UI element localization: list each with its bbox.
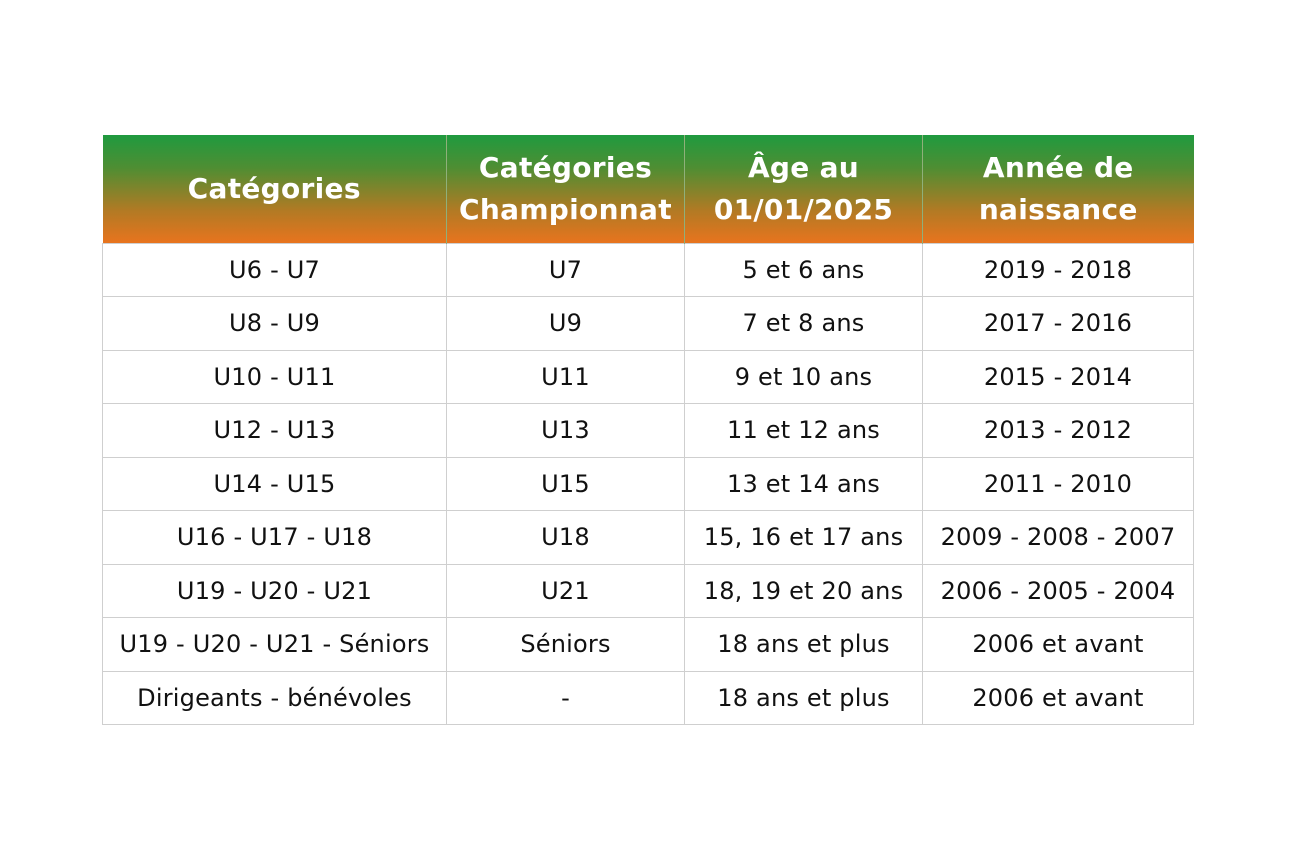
cell-age: 13 et 14 ans <box>684 456 923 511</box>
cell-birth-year: 2009 - 2008 - 2007 <box>922 510 1194 565</box>
table-row: U19 - U20 - U21 U21 18, 19 et 20 ans 200… <box>102 563 1194 618</box>
cell-age: 11 et 12 ans <box>684 403 923 458</box>
cell-category: U10 - U11 <box>102 349 447 404</box>
cell-birth-year: 2013 - 2012 <box>922 403 1194 458</box>
cell-age: 7 et 8 ans <box>684 296 923 351</box>
cell-age: 9 et 10 ans <box>684 349 923 404</box>
table-row: U10 - U11 U11 9 et 10 ans 2015 - 2014 <box>102 349 1194 404</box>
cell-category: U6 - U7 <box>102 242 447 297</box>
header-birth-year: Année de naissance <box>922 135 1194 243</box>
cell-championship-category: Séniors <box>446 617 685 672</box>
categories-table-container: Catégories Catégories Championnat Âge au… <box>102 135 1194 725</box>
cell-championship-category: U13 <box>446 403 685 458</box>
cell-championship-category: U18 <box>446 510 685 565</box>
cell-category: U16 - U17 - U18 <box>102 510 447 565</box>
header-line: Championnat <box>459 192 672 226</box>
header-line: Âge au <box>747 150 860 184</box>
cell-birth-year: 2006 et avant <box>922 617 1194 672</box>
header-line: Année de <box>982 150 1134 184</box>
cell-birth-year: 2015 - 2014 <box>922 349 1194 404</box>
cell-championship-category: U11 <box>446 349 685 404</box>
cell-birth-year: 2006 - 2005 - 2004 <box>922 563 1194 618</box>
header-line: naissance <box>978 192 1138 226</box>
cell-age: 18 ans et plus <box>684 617 923 672</box>
header-age: Âge au 01/01/2025 <box>684 135 923 243</box>
header-row: Catégories Catégories Championnat Âge au… <box>102 135 1194 243</box>
cell-category: U14 - U15 <box>102 456 447 511</box>
cell-birth-year: 2017 - 2016 <box>922 296 1194 351</box>
table-row: U19 - U20 - U21 - Séniors Séniors 18 ans… <box>102 617 1194 672</box>
cell-age: 18, 19 et 20 ans <box>684 563 923 618</box>
cell-championship-category: - <box>446 670 685 725</box>
cell-category: U19 - U20 - U21 - Séniors <box>102 617 447 672</box>
cell-championship-category: U9 <box>446 296 685 351</box>
cell-age: 15, 16 et 17 ans <box>684 510 923 565</box>
header-championship-categories: Catégories Championnat <box>446 135 685 243</box>
cell-category: U8 - U9 <box>102 296 447 351</box>
table-row: U16 - U17 - U18 U18 15, 16 et 17 ans 200… <box>102 510 1194 565</box>
cell-championship-category: U21 <box>446 563 685 618</box>
table-body: U6 - U7 U7 5 et 6 ans 2019 - 2018 U8 - U… <box>102 242 1194 725</box>
cell-category: U19 - U20 - U21 <box>102 563 447 618</box>
cell-championship-category: U7 <box>446 242 685 297</box>
table-row: U8 - U9 U9 7 et 8 ans 2017 - 2016 <box>102 296 1194 351</box>
header-line: Catégories <box>187 171 361 205</box>
categories-table: Catégories Catégories Championnat Âge au… <box>102 135 1194 725</box>
cell-age: 5 et 6 ans <box>684 242 923 297</box>
table-row: U12 - U13 U13 11 et 12 ans 2013 - 2012 <box>102 403 1194 458</box>
header-line: Catégories <box>478 150 653 184</box>
table-header: Catégories Catégories Championnat Âge au… <box>102 135 1194 243</box>
table-row: Dirigeants - bénévoles - 18 ans et plus … <box>102 670 1194 725</box>
table-row: U6 - U7 U7 5 et 6 ans 2019 - 2018 <box>102 242 1194 297</box>
cell-championship-category: U15 <box>446 456 685 511</box>
table-row: U14 - U15 U15 13 et 14 ans 2011 - 2010 <box>102 456 1194 511</box>
cell-birth-year: 2011 - 2010 <box>922 456 1194 511</box>
cell-birth-year: 2006 et avant <box>922 670 1194 725</box>
header-categories: Catégories <box>103 135 447 243</box>
cell-age: 18 ans et plus <box>684 670 923 725</box>
cell-category: Dirigeants - bénévoles <box>102 670 447 725</box>
cell-birth-year: 2019 - 2018 <box>922 242 1194 297</box>
cell-category: U12 - U13 <box>102 403 447 458</box>
header-line: 01/01/2025 <box>713 192 894 226</box>
